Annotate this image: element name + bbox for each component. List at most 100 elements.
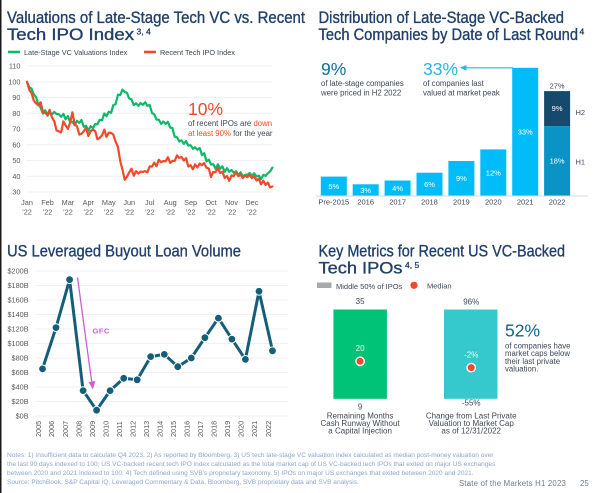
svg-text:of late-stage companies: of late-stage companies (321, 79, 404, 88)
svg-text:H1: H1 (576, 157, 586, 166)
svg-text:$80B: $80B (12, 354, 29, 363)
svg-text:3%: 3% (360, 186, 371, 195)
svg-text:Late-Stage VC Valuations Index: Late-Stage VC Valuations Index (24, 48, 128, 57)
svg-text:$0B: $0B (16, 412, 29, 421)
svg-text:2022: 2022 (549, 198, 566, 207)
svg-text:52%: 52% (505, 321, 540, 341)
svg-text:’22: ’22 (165, 207, 175, 216)
svg-text:2007: 2007 (61, 421, 70, 437)
svg-text:State of the Markets H1 2023: State of the Markets H1 2023 (459, 479, 566, 488)
svg-text:$140B: $140B (7, 310, 28, 319)
svg-text:’22: ’22 (186, 207, 196, 216)
svg-text:2018: 2018 (210, 421, 219, 437)
svg-text:2013: 2013 (142, 421, 151, 437)
svg-text:2010: 2010 (101, 421, 110, 437)
svg-text:$60B: $60B (12, 368, 29, 377)
svg-text:Cash Runway Without: Cash Runway Without (321, 419, 401, 428)
svg-text:’22: ’22 (22, 207, 32, 216)
svg-text:2020: 2020 (485, 198, 502, 207)
svg-text:a Capital Injection: a Capital Injection (328, 427, 392, 436)
svg-text:Distribution of Late-Stage VC-: Distribution of Late-Stage VC-Backed (319, 9, 565, 27)
svg-text:4: 4 (580, 27, 585, 37)
svg-text:2016: 2016 (357, 198, 374, 207)
svg-text:Valuations of Late-Stage Tech: Valuations of Late-Stage Tech VC vs. Rec… (7, 9, 305, 27)
svg-text:9%: 9% (456, 174, 467, 183)
svg-text:12%: 12% (486, 168, 501, 177)
svg-text:10%: 10% (188, 99, 223, 119)
svg-text:110: 110 (9, 62, 21, 71)
svg-text:’22: ’22 (124, 207, 134, 216)
svg-text:90: 90 (12, 93, 20, 102)
svg-text:Apr: Apr (83, 198, 95, 207)
svg-text:5%: 5% (328, 182, 339, 191)
svg-text:their last private: their last private (505, 357, 560, 366)
svg-text:$180B: $180B (7, 281, 28, 290)
svg-text:Nov: Nov (225, 198, 238, 207)
svg-text:-55%: -55% (462, 399, 481, 408)
svg-text:Aug: Aug (164, 198, 177, 207)
svg-text:2017: 2017 (389, 198, 406, 207)
svg-text:$100B: $100B (7, 339, 28, 348)
svg-text:Notes: 1) Insufficient data to: Notes: 1) Insufficient data to calculate… (7, 452, 494, 459)
svg-text:2018: 2018 (421, 198, 438, 207)
svg-text:4, 5: 4, 5 (405, 260, 419, 270)
svg-text:25: 25 (580, 479, 589, 488)
svg-text:the last 90 days indexed to 10: the last 90 days indexed to 100; US VC-b… (7, 461, 496, 468)
svg-text:$20B: $20B (12, 397, 29, 406)
svg-text:80: 80 (12, 109, 20, 118)
svg-text:’22: ’22 (227, 207, 237, 216)
svg-text:market caps below: market caps below (505, 349, 570, 358)
svg-text:40: 40 (12, 172, 20, 181)
svg-text:6%: 6% (424, 180, 435, 189)
svg-text:Remaining Months: Remaining Months (327, 412, 394, 421)
svg-text:2011: 2011 (115, 421, 124, 437)
svg-text:of recent IPOs are down: of recent IPOs are down (188, 119, 272, 128)
svg-text:35: 35 (356, 297, 365, 306)
svg-text:18%: 18% (550, 157, 565, 166)
svg-text:Feb: Feb (41, 198, 54, 207)
svg-text:9%: 9% (552, 104, 563, 113)
svg-text:33%: 33% (423, 59, 458, 79)
svg-text:Dec: Dec (245, 198, 258, 207)
svg-text:-2%: -2% (464, 351, 478, 360)
svg-text:were priced in H2 2022: were priced in H2 2022 (320, 89, 401, 98)
svg-text:at least 90% for the year: at least 90% for the year (188, 129, 273, 138)
svg-text:valued at market peak: valued at market peak (423, 89, 500, 98)
svg-text:3, 4: 3, 4 (137, 27, 151, 37)
svg-text:’22: ’22 (145, 207, 155, 216)
svg-text:2021: 2021 (517, 198, 534, 207)
svg-text:as of 12/31/2022: as of 12/31/2022 (441, 427, 501, 436)
svg-text:2006: 2006 (47, 421, 56, 437)
svg-text:$40B: $40B (12, 383, 29, 392)
svg-text:of companies last: of companies last (423, 79, 485, 88)
svg-text:100: 100 (8, 77, 20, 86)
svg-text:May: May (102, 198, 116, 207)
svg-text:2014: 2014 (156, 421, 165, 437)
svg-text:’22: ’22 (206, 207, 216, 216)
svg-text:4%: 4% (392, 184, 403, 193)
svg-text:of companies have: of companies have (505, 342, 570, 351)
svg-text:50: 50 (12, 156, 20, 165)
svg-text:9%: 9% (321, 59, 346, 79)
svg-text:GFC: GFC (93, 327, 110, 336)
svg-text:33%: 33% (518, 128, 533, 137)
svg-text:’22: ’22 (83, 207, 93, 216)
svg-text:between 2020 and 2021 indexed: between 2020 and 2021 indexed to 100. 4)… (7, 470, 474, 477)
svg-text:Change from Last Private: Change from Last Private (426, 412, 517, 421)
svg-text:60: 60 (12, 140, 20, 149)
svg-text:70: 70 (12, 125, 20, 134)
svg-text:H2: H2 (576, 108, 586, 117)
svg-text:2009: 2009 (88, 421, 97, 437)
svg-text:Oct: Oct (205, 198, 216, 207)
svg-text:2016: 2016 (183, 421, 192, 437)
svg-text:2008: 2008 (74, 421, 83, 437)
svg-text:valuation.: valuation. (505, 365, 538, 374)
svg-text:’22: ’22 (63, 207, 73, 216)
svg-text:Recent Tech IPO Index: Recent Tech IPO Index (160, 48, 235, 57)
svg-text:Jul: Jul (145, 198, 155, 207)
svg-text:2012: 2012 (128, 421, 137, 437)
svg-text:30: 30 (12, 188, 20, 197)
svg-text:Source: PitchBook, S&P Capital: Source: PitchBook, S&P Capital IQ, Lever… (7, 479, 359, 486)
svg-text:2017: 2017 (196, 421, 205, 437)
svg-text:Jun: Jun (123, 198, 135, 207)
